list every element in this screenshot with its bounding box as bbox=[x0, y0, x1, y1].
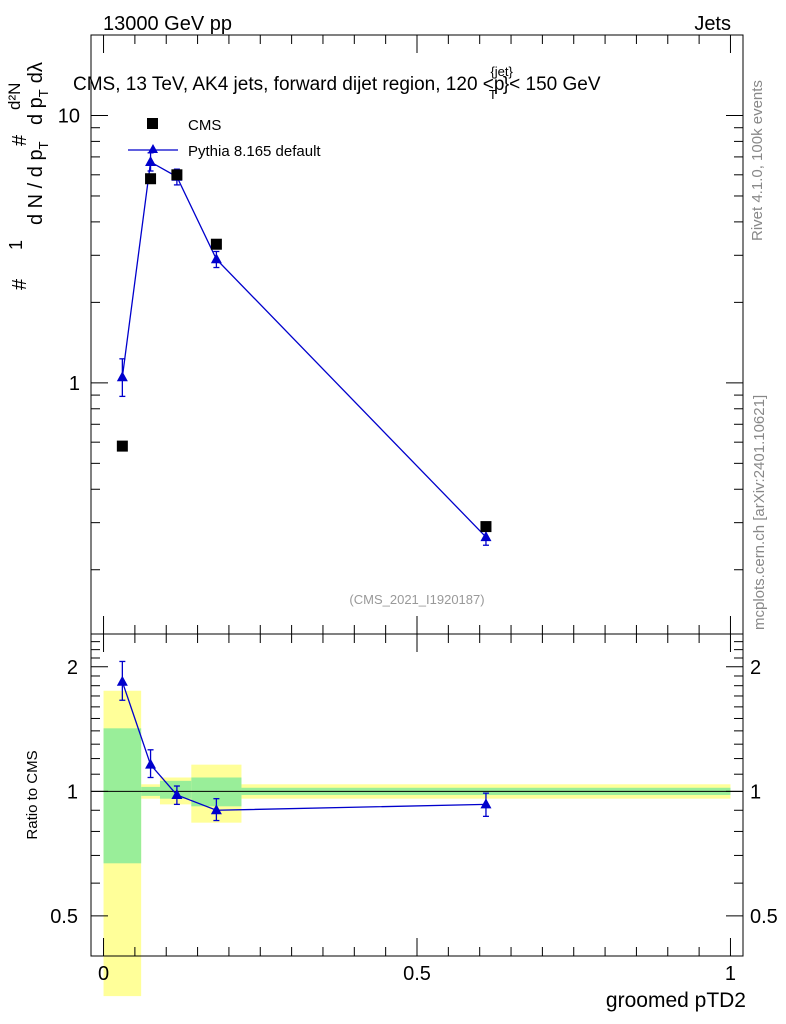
ratio-plot-frame bbox=[90, 633, 744, 957]
plot-title-sub: T bbox=[489, 87, 497, 102]
svg-text:#1 d N / d pT #: #1 d N / d pT # d²N d pTdλ bbox=[3, 62, 53, 290]
main-y-tick-label: 10 bbox=[58, 105, 80, 127]
plot-title-sup: {jet} bbox=[490, 64, 513, 79]
ratio-y-tick-label-left: 2 bbox=[67, 657, 78, 679]
plot-title-main: CMS, 13 TeV, AK4 jets, forward dijet reg… bbox=[73, 74, 504, 95]
main-y-tick-label: 1 bbox=[69, 373, 80, 395]
ylabel-one: 1 bbox=[6, 240, 26, 250]
ratio-y-tick-label-right: 0.5 bbox=[750, 906, 778, 928]
ratio-pythia-point bbox=[210, 804, 222, 815]
legend-cms-label: CMS bbox=[188, 117, 221, 134]
main-plot-layer: 1 10 bbox=[58, 34, 743, 634]
legend-pythia-label: Pythia 8.165 default bbox=[188, 143, 321, 160]
cms-point bbox=[210, 238, 222, 250]
ratio-y-axis-label: Ratio to CMS bbox=[24, 750, 41, 839]
ratio-plot-layer: 0.5 0.5 1 1 2 2 0 0.5 1 bbox=[50, 633, 778, 997]
cms-point bbox=[480, 521, 492, 533]
analysis-tag: (CMS_2021_I1920187) bbox=[349, 592, 484, 607]
cms-point bbox=[171, 169, 183, 181]
plot-title-end: }< 150 GeV bbox=[503, 74, 601, 95]
plot-title: CMS, 13 TeV, AK4 jets, forward dijet reg… bbox=[73, 64, 601, 102]
pythia-line bbox=[121, 160, 487, 538]
ylabel-hash-1: # bbox=[9, 278, 31, 290]
cms-point bbox=[145, 173, 157, 185]
category-label: Jets bbox=[694, 13, 731, 35]
ratio-y-tick-label-left: 1 bbox=[67, 781, 78, 803]
legend-cms-marker bbox=[147, 118, 158, 129]
ylabel-hash-2: # bbox=[9, 134, 31, 146]
pythia-point bbox=[145, 155, 157, 166]
ratio-pythia-point bbox=[116, 675, 128, 686]
legend-pythia-marker bbox=[148, 144, 158, 153]
pythia-point bbox=[480, 531, 492, 542]
x-tick-label: 1 bbox=[725, 963, 736, 985]
ratio-y-tick-label-right: 2 bbox=[750, 657, 761, 679]
pythia-point bbox=[116, 371, 128, 382]
ylabel-dpt: d p bbox=[25, 97, 47, 125]
ratio-y-tick-label-left: 0.5 bbox=[50, 906, 78, 928]
x-tick-label: 0 bbox=[98, 963, 109, 985]
ratio-pythia-point bbox=[480, 798, 492, 809]
ratio-y-tick-label-right: 1 bbox=[750, 781, 761, 803]
ylabel-d2n: d²N bbox=[5, 83, 24, 110]
legend: CMS Pythia 8.165 default bbox=[128, 117, 321, 160]
ratio-pythia-point bbox=[171, 788, 183, 799]
mcplots-label: mcplots.cern.ch [arXiv:2401.10621] bbox=[751, 395, 768, 630]
rivet-label: Rivet 4.1.0, 100k events bbox=[749, 80, 766, 241]
x-tick-label: 0.5 bbox=[403, 963, 431, 985]
energy-label: 13000 GeV pp bbox=[103, 13, 232, 35]
cms-point bbox=[116, 440, 128, 452]
x-axis-label: groomed pTD2 bbox=[606, 989, 746, 1012]
ratio-pythia-point bbox=[145, 758, 157, 769]
main-y-axis-label: #1 d N / d pT # d²N d pTdλ bbox=[3, 62, 53, 290]
ylabel-dn: d N / d p bbox=[25, 149, 47, 225]
pythia-point bbox=[210, 253, 222, 264]
ratio-band-green bbox=[103, 728, 142, 864]
